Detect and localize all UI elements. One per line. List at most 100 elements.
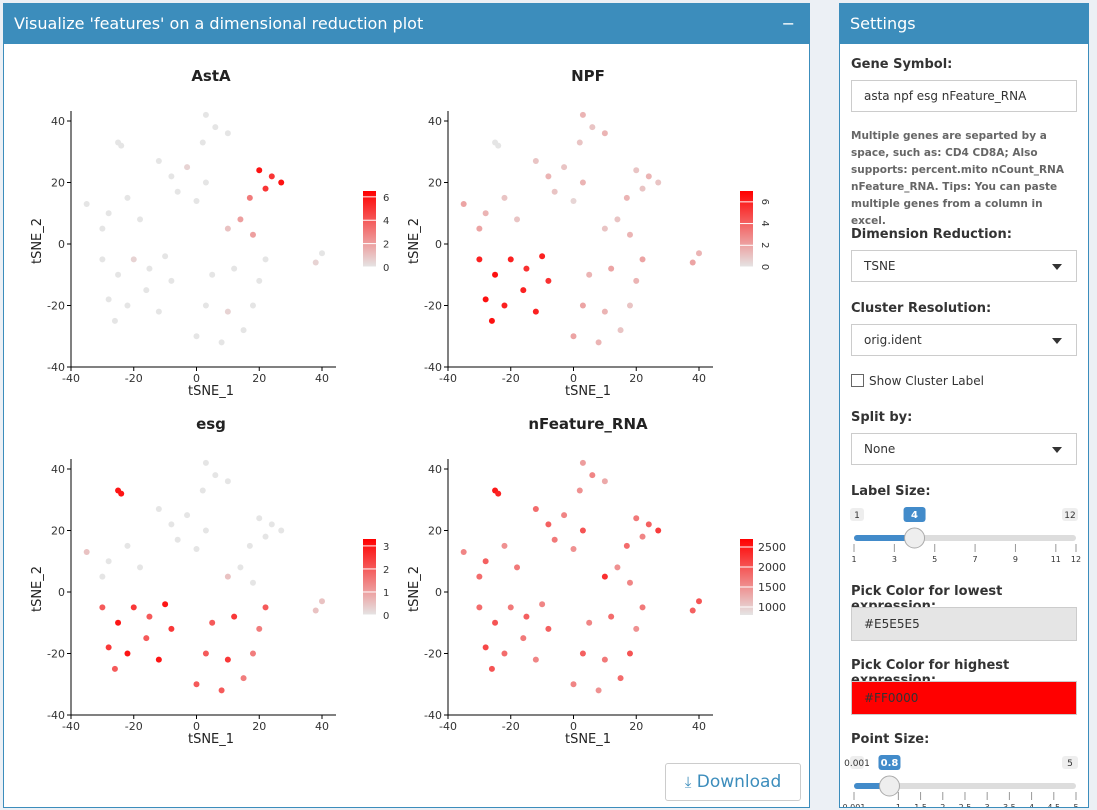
cell-point	[249, 231, 256, 238]
cell-point	[617, 675, 624, 682]
label-size-slider[interactable]: 1 12 4 1 3 5 7 9 11 12	[840, 504, 1088, 569]
cell-point	[696, 250, 702, 257]
y-tick-label: -40	[47, 361, 65, 374]
x-tick-label: 40	[692, 372, 706, 385]
cell-point	[561, 512, 568, 519]
cell-point	[202, 459, 209, 466]
cell-point	[118, 490, 125, 497]
y-tick-label: 40	[51, 115, 65, 128]
y-tick-label: 20	[51, 177, 65, 190]
cell-point	[218, 339, 225, 346]
y-axis-label: tSNE_2	[407, 566, 422, 612]
cell-point	[576, 487, 583, 494]
cell-point	[586, 619, 593, 626]
cell-point	[137, 216, 144, 223]
x-tick-label: -20	[125, 372, 143, 385]
cell-point	[124, 542, 131, 549]
x-tick-label: -40	[62, 372, 80, 385]
checkbox[interactable]	[851, 374, 864, 387]
cell-point	[689, 607, 696, 614]
dim-select[interactable]: TSNE	[851, 250, 1077, 282]
cell-point	[246, 542, 253, 549]
cell-point	[482, 558, 489, 565]
caret	[1052, 447, 1062, 453]
download-button[interactable]: ⤓ Download	[665, 763, 801, 801]
x-tick-label: 0	[193, 372, 200, 385]
slider-tick-label: 12	[1071, 555, 1081, 564]
cell-point	[633, 277, 640, 284]
y-tick-label: -20	[47, 300, 65, 313]
cell-point	[589, 124, 596, 131]
cell-point	[193, 333, 200, 340]
cluster-select[interactable]: orig.ident	[851, 324, 1077, 356]
cell-point	[262, 533, 269, 540]
x-tick-label: -40	[439, 372, 457, 385]
cell-point	[579, 179, 586, 186]
cell-point	[319, 250, 325, 257]
cell-point	[249, 650, 256, 657]
collapse-button[interactable]: −	[781, 14, 795, 33]
gene-label: Gene Symbol:	[851, 57, 953, 72]
max-badge	[1062, 756, 1078, 769]
cell-point	[520, 635, 527, 642]
x-tick-label: -40	[62, 720, 80, 733]
y-tick-label: -20	[424, 300, 442, 313]
x-tick-label: -20	[502, 372, 520, 385]
y-tick-label: 20	[428, 525, 442, 538]
slider-tick-label: 3	[985, 803, 990, 808]
cell-point	[240, 675, 247, 682]
cell-point	[202, 179, 209, 186]
cell-point	[576, 139, 583, 146]
cell-point	[124, 650, 131, 657]
colorbar-label: 1	[383, 588, 389, 599]
cell-point	[155, 656, 162, 663]
cell-point	[143, 635, 150, 642]
help-text: Multiple genes are separted by a space, …	[851, 130, 1064, 227]
cell-point	[209, 271, 216, 278]
cluster-label-checkbox[interactable]: Show Cluster Label	[851, 374, 984, 388]
handle	[904, 527, 926, 549]
cell-point	[520, 287, 527, 294]
cell-point	[639, 604, 646, 611]
cell-point	[224, 656, 231, 663]
cell-point	[608, 613, 615, 620]
cell-point	[312, 259, 319, 266]
cell-point	[209, 619, 216, 626]
cell-point	[83, 549, 90, 556]
cell-point	[224, 478, 231, 485]
cell-point	[507, 256, 514, 263]
cell-point	[501, 542, 508, 549]
slider-max: 5	[1067, 759, 1073, 769]
cell-point	[83, 201, 90, 208]
cell-point	[561, 164, 568, 171]
gene-input[interactable]: asta npf esg nFeature_RNA	[851, 80, 1077, 112]
cell-point	[601, 573, 608, 580]
cell-point	[551, 536, 558, 543]
cell-point	[492, 619, 499, 626]
colorbar-label: 1000	[758, 601, 786, 614]
cell-point	[626, 231, 633, 238]
plot-box-header: Visualize 'features' on a dimensional re…	[4, 4, 809, 44]
cell-point	[476, 256, 483, 263]
cell-point	[589, 472, 596, 479]
cell-point	[601, 308, 608, 315]
download-icon: ⤓	[684, 773, 692, 791]
cell-point	[174, 188, 181, 195]
cell-point	[319, 598, 325, 605]
colorbar-label: 3	[383, 542, 389, 553]
y-tick-label: -40	[424, 709, 442, 722]
split-select[interactable]: None	[851, 433, 1077, 465]
cell-point	[256, 625, 263, 632]
cell-point	[601, 478, 608, 485]
cell-point	[551, 188, 558, 195]
high-color-input[interactable]: #FF0000	[851, 681, 1077, 715]
y-tick-label: -40	[47, 709, 65, 722]
cell-point	[237, 216, 244, 223]
point-size-label: Point Size:	[851, 732, 930, 747]
point-size-slider[interactable]: 0.001 5 0.8 0.001 1 1.5 2 2.5 3 3.5 4 4.5 5	[840, 752, 1088, 808]
cell-point	[193, 681, 200, 688]
cell-point	[99, 604, 106, 611]
low-color-input[interactable]: #E5E5E5	[851, 607, 1077, 641]
cell-point	[639, 185, 646, 192]
cell-point	[115, 271, 122, 278]
